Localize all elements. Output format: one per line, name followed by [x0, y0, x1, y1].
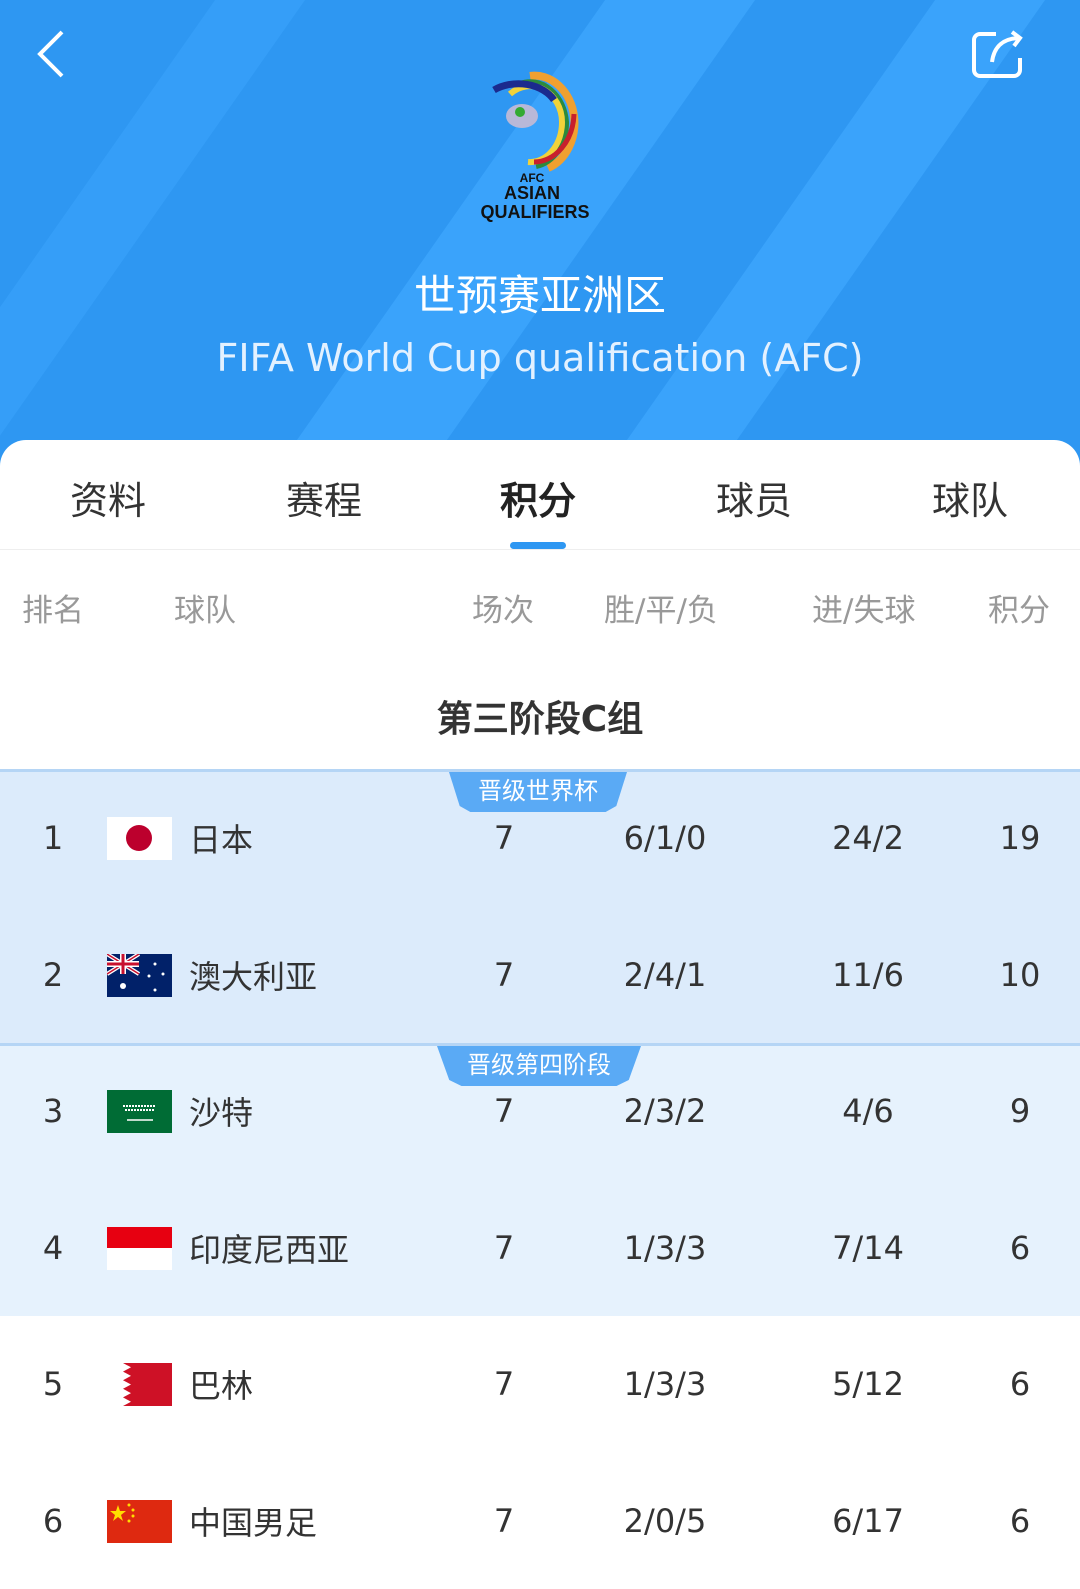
col-header-points: 积分: [988, 593, 1050, 629]
col-header-rank: 排名: [22, 593, 84, 629]
col-header-wdl: 胜/平/负: [604, 593, 718, 629]
team-name[interactable]: 日本: [189, 821, 254, 859]
team-name[interactable]: 沙特: [189, 1094, 254, 1133]
team-name[interactable]: 澳大利亚: [189, 957, 318, 996]
rank: 2: [42, 955, 64, 994]
flag-australia-icon: [107, 953, 172, 997]
active-tab-indicator: [510, 542, 566, 549]
team-name[interactable]: 印度尼西亚: [189, 1230, 350, 1269]
rank: 4: [42, 1228, 64, 1267]
goals-for-against: 5/12: [832, 1365, 904, 1404]
goals-for-against: 4/6: [842, 1092, 894, 1131]
rank: 6: [42, 1502, 64, 1540]
zone-world-cup: 晋级世界杯: [0, 769, 1080, 1045]
tab-teams[interactable]: 球队: [931, 479, 1008, 523]
share-icon[interactable]: [970, 28, 1028, 80]
points: 9: [1009, 1092, 1031, 1131]
svg-text:ASIAN: ASIAN: [504, 183, 560, 203]
tab-standings[interactable]: 积分: [499, 479, 576, 523]
played: 7: [493, 1365, 515, 1404]
win-draw-loss: 6/1/0: [623, 819, 707, 857]
svg-text:QUALIFIERS: QUALIFIERS: [480, 202, 589, 222]
played: 7: [493, 819, 515, 857]
goals-for-against: 7/14: [832, 1228, 904, 1267]
flag-bahrain-icon: [107, 1363, 172, 1407]
flag-china-icon: [107, 1500, 172, 1543]
goals-for-against: 24/2: [832, 819, 904, 857]
table-row[interactable]: 3 沙特 7 2/3/2 4/6 9: [0, 1043, 1080, 1179]
header: AFC ASIAN QUALIFIERS 世预赛亚洲区 FIFA World C…: [0, 0, 1080, 470]
tab-info[interactable]: 资料: [69, 479, 146, 523]
svg-text:AFC: AFC: [520, 171, 545, 185]
tab-bar: 资料 赛程 积分 球员 球队: [0, 440, 1080, 550]
tab-schedule[interactable]: 赛程: [285, 479, 362, 523]
rank: 1: [42, 819, 64, 857]
col-header-played: 场次: [472, 593, 534, 629]
points: 6: [1009, 1365, 1031, 1404]
table-row[interactable]: 4 印度尼西亚 7 1/3/3 7/14 6: [0, 1180, 1080, 1316]
flag-saudi-arabia-icon: [107, 1090, 172, 1134]
table-row[interactable]: 1 日本 7 6/1/0 24/2 19: [0, 770, 1080, 906]
flag-indonesia-icon: [107, 1226, 172, 1270]
played: 7: [493, 955, 515, 994]
zone-badge: 晋级世界杯: [449, 772, 627, 812]
win-draw-loss: 1/3/3: [623, 1228, 707, 1267]
table-row[interactable]: 2 澳大利亚 7 2/4/1 11/6 10: [0, 907, 1080, 1043]
win-draw-loss: 2/4/1: [623, 955, 707, 994]
win-draw-loss: 2/3/2: [623, 1092, 707, 1131]
tab-players[interactable]: 球员: [715, 479, 792, 523]
group-title: 第三阶段C组: [436, 699, 644, 740]
points: 6: [1009, 1228, 1031, 1267]
points: 10: [999, 955, 1041, 994]
played: 7: [493, 1228, 515, 1267]
zone-badge: 晋级第四阶段: [437, 1046, 641, 1086]
flag-japan-icon: [107, 817, 172, 860]
goals-for-against: 11/6: [832, 955, 904, 994]
goals-for-against: 6/17: [832, 1502, 904, 1540]
table-row[interactable]: 6 中国男足 7 2/0/5 6/17 6: [0, 1453, 1080, 1589]
col-header-team: 球队: [174, 593, 236, 629]
played: 7: [493, 1502, 515, 1540]
points: 19: [999, 819, 1041, 857]
afc-logo: AFC ASIAN QUALIFIERS: [480, 71, 590, 222]
points: 6: [1009, 1502, 1031, 1540]
team-name[interactable]: 巴林: [189, 1367, 254, 1406]
page-subtitle: FIFA World Cup qualification (AFC): [216, 336, 864, 380]
chevron-left-icon[interactable]: [34, 28, 74, 80]
win-draw-loss: 1/3/3: [623, 1365, 707, 1404]
col-header-goals: 进/失球: [812, 593, 916, 629]
page-title: 世预赛亚洲区: [413, 271, 666, 320]
rank: 3: [42, 1092, 64, 1131]
win-draw-loss: 2/0/5: [623, 1502, 707, 1540]
played: 7: [493, 1092, 515, 1131]
team-name[interactable]: 中国男足: [189, 1504, 318, 1542]
zone-fourth-round: 晋级第四阶段: [0, 1043, 1080, 1316]
table-row[interactable]: 5 巴林 7 1/3/3 5/12 6: [0, 1316, 1080, 1452]
rank: 5: [42, 1365, 64, 1404]
